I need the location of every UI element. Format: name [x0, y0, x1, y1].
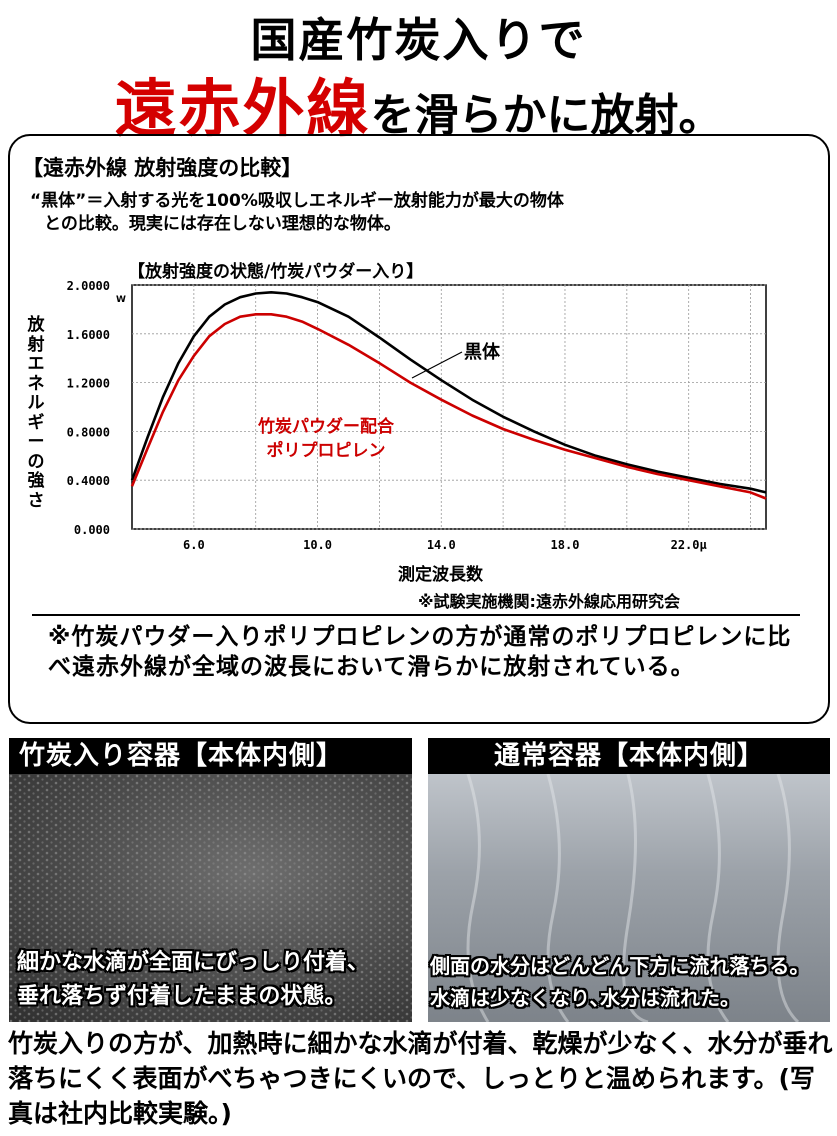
x-tick-label: 6.0 [183, 538, 205, 552]
black-label-leader [411, 351, 463, 379]
headline-line1: 国産竹炭入りで [250, 13, 587, 67]
y-axis-label: 放射エネルギーの強さ [27, 315, 45, 511]
y-tick-label: 0.000 [74, 523, 110, 537]
description-line1: “黒体”＝入射する光を100%吸収しエネルギー放射能力が最大の物体 [30, 191, 564, 211]
series-line-0 [130, 291, 767, 494]
headline-highlight: 遠赤外線 [114, 72, 371, 145]
photo-left-image [9, 774, 412, 1022]
x-tick-label: 10.0 [303, 538, 332, 552]
chart-title: 【放射強度の状態/竹炭パウダー入り】 [128, 262, 424, 282]
footer-text: 竹炭入りの方が、加熱時に細かな水滴が付着、乾燥が少なく、水分が垂れ落ちにくく表面… [8, 1029, 833, 1128]
result-note: ※竹炭パウダー入りポリプロピレンの方が通常のポリプロピレンに比べ遠赤外線が全域の… [48, 624, 792, 680]
droplet-texture [9, 774, 412, 1022]
photo-right-header: 通常容器【本体内側】 [428, 738, 830, 774]
photo-left-caption-line1: 細かな水滴が全面にびっしり付着、 [17, 950, 370, 975]
black-series-label: 黒体 [464, 341, 501, 363]
description: “黒体”＝入射する光を100%吸収しエネルギー放射能力が最大の物体 との比較。現… [30, 190, 564, 236]
plot-area [131, 284, 767, 530]
y-tick-label: 2.0000 [67, 279, 110, 293]
y-tick-label: 0.8000 [67, 425, 110, 439]
x-tick-label: 22.0μ [671, 538, 707, 552]
description-line2: との比較。現実には存在しない理想的な物体。 [44, 214, 401, 234]
photo-left-caption-line2: 垂れ落ちず付着したままの状態。 [17, 984, 347, 1009]
radiation-chart: 0.000 0.4000 0.8000 1.2000 1.6000 2.0000 W 6.0 1… [67, 279, 767, 552]
x-tick-label: 14.0 [427, 538, 456, 552]
photo-charcoal-container: 竹炭入り容器【本体内側】 細かな水滴が全面にびっしり付着、 垂れ落ちず付着したま… [9, 738, 412, 1022]
x-tick-label: 18.0 [551, 538, 580, 552]
x-axis-label: 測定波長数 [398, 565, 483, 585]
y-unit-label: W [116, 295, 126, 305]
streak-texture [466, 773, 800, 1022]
comparison-panel [8, 134, 830, 724]
test-source: ※試験実施機関:遠赤外線応用研究会 [418, 592, 680, 611]
section-title: 【遠赤外線 放射強度の比較】 [22, 156, 303, 180]
photo-right-image [428, 773, 830, 1022]
photo-left-caption: 細かな水滴が全面にびっしり付着、 垂れ落ちず付着したままの状態。 [17, 946, 369, 1014]
divider [32, 614, 800, 616]
red-series-label-line2: ポリプロピレン [267, 440, 386, 461]
photo-left-header: 竹炭入り容器【本体内側】 [9, 738, 412, 774]
photo-right-caption-line2: 水滴は少なくなり､水分は流れた。 [430, 986, 740, 1010]
y-tick-label: 1.2000 [67, 377, 110, 391]
headline-line2: 遠赤外線を滑らかに放射。 [0, 58, 837, 148]
photo-right-caption-line1: 側面の水分はどんどん下方に流れ落ちる。 [430, 954, 810, 978]
photo-right-caption: 側面の水分はどんどん下方に流れ落ちる。 水滴は少なくなり､水分は流れた。 [430, 950, 809, 1014]
series-line-1 [130, 313, 767, 500]
headline-rest: を滑らかに放射。 [370, 90, 723, 141]
photo-normal-container: 通常容器【本体内側】 側面の水分はどんどん下方に流れ落ちる。 水滴は少なくなり､… [428, 738, 830, 1022]
red-series-label-line1: 竹炭パウダー配合 [257, 416, 395, 437]
y-tick-label: 1.6000 [67, 328, 110, 342]
y-tick-label: 0.4000 [67, 474, 110, 488]
